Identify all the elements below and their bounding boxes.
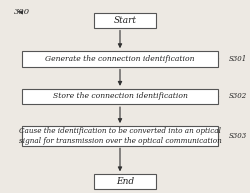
- Text: End: End: [116, 177, 134, 186]
- Text: Start: Start: [114, 16, 136, 25]
- FancyBboxPatch shape: [22, 126, 218, 146]
- FancyBboxPatch shape: [22, 51, 218, 67]
- FancyBboxPatch shape: [22, 89, 218, 104]
- Text: Generate the connection identification: Generate the connection identification: [45, 55, 195, 63]
- FancyBboxPatch shape: [94, 13, 156, 27]
- FancyBboxPatch shape: [94, 174, 156, 189]
- Text: Store the connection identification: Store the connection identification: [52, 92, 188, 101]
- Text: S303: S303: [229, 132, 247, 140]
- Text: 300: 300: [14, 8, 30, 16]
- Text: S301: S301: [229, 55, 247, 63]
- Text: S302: S302: [229, 92, 247, 101]
- Text: Cause the identification to be converted into an optical
signal for transmission: Cause the identification to be converted…: [18, 127, 222, 145]
